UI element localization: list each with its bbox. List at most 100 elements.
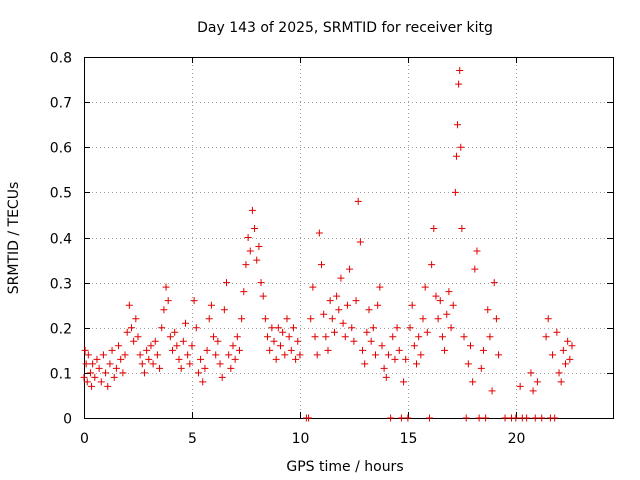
data-point — [266, 346, 274, 354]
data-point — [402, 355, 410, 363]
data-point — [313, 351, 321, 359]
data-point — [443, 310, 451, 318]
data-point — [404, 414, 412, 422]
x-tick-label: 20 — [508, 431, 526, 447]
data-point — [132, 315, 140, 323]
data-point — [544, 315, 552, 323]
data-point — [261, 315, 269, 323]
data-point — [495, 351, 503, 359]
data-point — [190, 297, 198, 305]
data-point — [134, 333, 142, 341]
data-point — [551, 414, 559, 422]
data-point — [272, 355, 280, 363]
data-point — [89, 360, 97, 368]
data-point — [320, 310, 328, 318]
data-point — [279, 328, 287, 336]
data-point — [231, 355, 239, 363]
data-point — [225, 351, 233, 359]
data-point — [479, 346, 487, 354]
data-point — [246, 247, 254, 255]
data-point — [88, 382, 96, 390]
data-point — [244, 234, 252, 241]
data-point — [251, 224, 259, 232]
data-point — [343, 301, 351, 309]
data-point — [99, 351, 107, 359]
data-point — [199, 378, 207, 386]
data-point — [395, 346, 403, 354]
data-point — [434, 315, 442, 323]
data-point — [194, 369, 202, 377]
data-point — [438, 333, 446, 341]
data-point — [151, 337, 159, 345]
data-point — [324, 346, 332, 354]
data-point — [436, 297, 444, 305]
data-point — [339, 319, 347, 327]
data-point — [328, 315, 336, 323]
data-point — [365, 306, 373, 314]
data-point — [268, 324, 276, 332]
data-point — [441, 346, 449, 354]
data-point — [91, 373, 99, 381]
data-point — [276, 342, 284, 350]
data-point — [374, 301, 382, 309]
data-point — [84, 351, 92, 359]
data-point — [179, 337, 187, 345]
data-point — [162, 283, 170, 291]
data-point — [475, 414, 483, 422]
data-point — [147, 342, 155, 350]
data-point — [529, 387, 537, 395]
data-point — [229, 342, 237, 350]
data-point — [104, 382, 112, 390]
data-point — [484, 306, 492, 314]
x-tick-label: 0 — [80, 431, 89, 447]
data-point — [160, 306, 168, 314]
chart-title: Day 143 of 2025, SRMTID for receiver kit… — [197, 20, 493, 36]
data-point — [473, 247, 481, 255]
data-point — [415, 333, 423, 341]
data-point — [333, 292, 341, 300]
data-point — [117, 355, 125, 363]
x-axis-label: GPS time / hours — [286, 459, 403, 475]
data-point — [389, 333, 397, 341]
data-point — [311, 333, 319, 341]
y-tick-label: 0.8 — [50, 51, 72, 67]
data-point — [166, 333, 174, 341]
data-point — [108, 346, 116, 354]
data-point — [136, 351, 144, 359]
data-point — [553, 328, 561, 336]
data-point — [305, 414, 313, 422]
data-point — [143, 346, 151, 354]
data-point — [378, 342, 386, 350]
data-point — [348, 324, 356, 332]
data-point — [464, 360, 472, 368]
y-tick-label: 0.7 — [50, 96, 72, 112]
data-point — [451, 188, 459, 196]
data-point — [175, 355, 183, 363]
data-point — [171, 328, 179, 336]
data-point — [559, 346, 567, 354]
data-point — [447, 324, 455, 332]
data-point — [210, 333, 218, 341]
data-point — [382, 373, 390, 381]
data-point — [181, 319, 189, 327]
data-point — [335, 306, 343, 314]
data-point — [352, 297, 360, 305]
data-point — [83, 378, 91, 386]
data-point — [233, 333, 241, 341]
data-point — [235, 346, 243, 354]
data-point — [223, 279, 231, 287]
data-point — [112, 364, 120, 372]
data-point — [95, 364, 103, 372]
data-point — [555, 369, 563, 377]
data-point — [346, 265, 354, 273]
data-point — [192, 324, 200, 332]
data-point — [384, 351, 392, 359]
data-point — [173, 342, 181, 350]
grid-lines — [84, 57, 613, 418]
y-tick-label: 0 — [63, 412, 72, 428]
data-point — [315, 229, 323, 237]
data-point — [371, 351, 379, 359]
data-point — [376, 283, 384, 291]
x-tick-label: 10 — [292, 431, 310, 447]
data-point — [538, 414, 546, 422]
